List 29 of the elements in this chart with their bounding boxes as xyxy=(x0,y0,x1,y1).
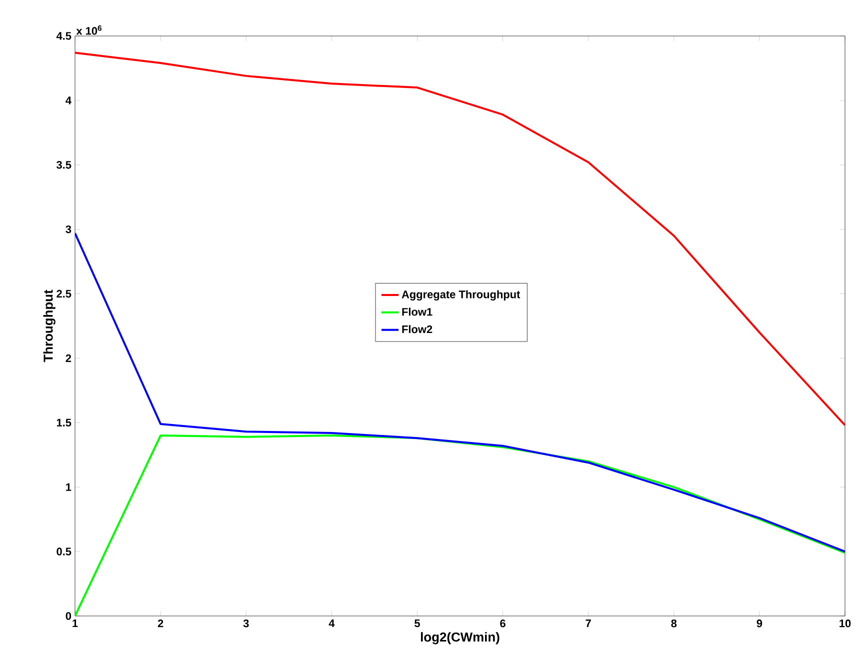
y-axis-title: Throughput xyxy=(43,290,56,362)
y-tick-label: 0.5 xyxy=(56,548,72,556)
line-series xyxy=(75,434,845,616)
legend-label: Flow2 xyxy=(402,325,432,334)
x-tick-label: 3 xyxy=(243,620,249,628)
x-tick-label: 10 xyxy=(840,620,851,628)
x-tick-label: 9 xyxy=(756,620,762,628)
line-series xyxy=(75,232,845,553)
x-tick-label: 7 xyxy=(586,620,591,628)
y-tick-label: 3 xyxy=(66,225,72,234)
x-axis-title: log2(CWmin) xyxy=(420,632,500,644)
x-tick-label: 1 xyxy=(72,620,78,628)
x-tick-label: 5 xyxy=(414,620,420,628)
x-tick-label: 6 xyxy=(500,620,506,628)
x-tick-label: 4 xyxy=(328,620,335,628)
y-tick-label: 1.5 xyxy=(56,418,72,426)
y-tick-label: 3.5 xyxy=(56,161,72,169)
legend-label: Flow1 xyxy=(402,308,432,316)
line-series xyxy=(75,52,845,426)
x-tick-label: 2 xyxy=(158,620,164,628)
text: x 10$^{6}$ xyxy=(76,25,102,35)
y-tick-label: 2.5 xyxy=(56,290,72,298)
x-tick-label: 8 xyxy=(671,620,677,628)
y-tick-label: 4 xyxy=(66,96,72,104)
y-tick-label: 4.5 xyxy=(56,32,72,40)
y-tick-label: 2 xyxy=(66,354,72,362)
y-tick-label: 0 xyxy=(66,612,72,620)
y-tick-label: 1 xyxy=(66,483,72,491)
legend-label: Aggregate Throughput xyxy=(402,290,520,301)
